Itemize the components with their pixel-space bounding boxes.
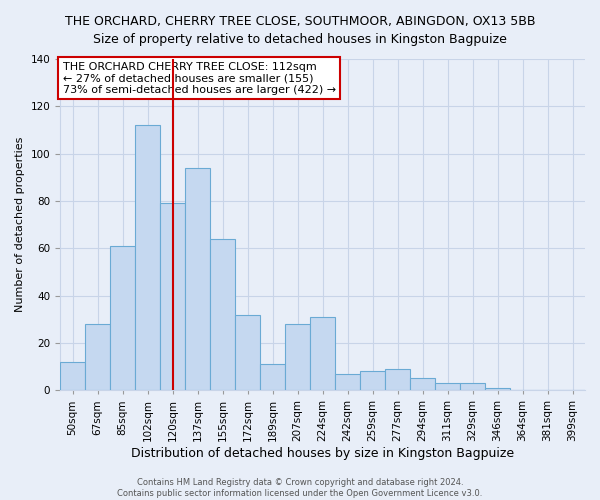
- Text: Size of property relative to detached houses in Kingston Bagpuize: Size of property relative to detached ho…: [93, 32, 507, 46]
- Text: THE ORCHARD CHERRY TREE CLOSE: 112sqm
← 27% of detached houses are smaller (155): THE ORCHARD CHERRY TREE CLOSE: 112sqm ← …: [63, 62, 336, 95]
- Bar: [60, 362, 85, 390]
- Bar: [385, 369, 410, 390]
- Bar: [160, 204, 185, 390]
- Bar: [335, 374, 360, 390]
- Bar: [285, 324, 310, 390]
- Bar: [85, 324, 110, 390]
- Bar: [135, 126, 160, 390]
- Bar: [260, 364, 285, 390]
- X-axis label: Distribution of detached houses by size in Kingston Bagpuize: Distribution of detached houses by size …: [131, 447, 514, 460]
- Bar: [235, 314, 260, 390]
- Bar: [435, 383, 460, 390]
- Bar: [485, 388, 510, 390]
- Bar: [360, 372, 385, 390]
- Y-axis label: Number of detached properties: Number of detached properties: [15, 137, 25, 312]
- Bar: [460, 383, 485, 390]
- Bar: [110, 246, 135, 390]
- Bar: [410, 378, 435, 390]
- Text: THE ORCHARD, CHERRY TREE CLOSE, SOUTHMOOR, ABINGDON, OX13 5BB: THE ORCHARD, CHERRY TREE CLOSE, SOUTHMOO…: [65, 15, 535, 28]
- Text: Contains HM Land Registry data © Crown copyright and database right 2024.
Contai: Contains HM Land Registry data © Crown c…: [118, 478, 482, 498]
- Bar: [210, 239, 235, 390]
- Bar: [310, 317, 335, 390]
- Bar: [185, 168, 210, 390]
